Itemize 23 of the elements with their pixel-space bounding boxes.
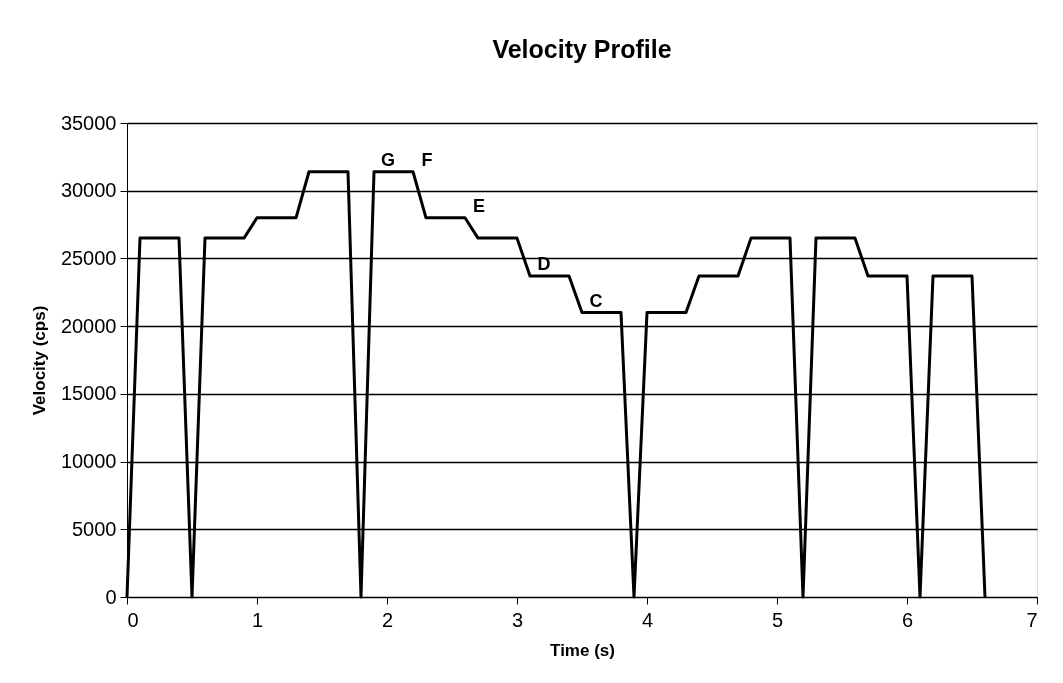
x-tick-label: 6 [901,608,914,631]
y-tick-label: 0 [105,585,117,608]
y-tick-label: 5000 [72,517,117,540]
y-tick-label: 30000 [60,179,117,202]
y-tick-label: 25000 [60,246,117,269]
x-tick-label: 7 [1026,608,1038,631]
chart-title: Velocity Profile [492,35,672,63]
annotation: F [421,149,433,170]
annotation: E [472,195,486,216]
y-tick-label: 10000 [60,450,117,473]
x-tick-label: 1 [251,608,264,631]
annotation: C [589,290,603,311]
x-tick-label: 2 [381,608,394,631]
y-axis-title: Velocity (cps) [29,305,49,416]
annotation: G [380,149,396,170]
x-tick-label: 4 [641,608,654,631]
y-tick-label: 15000 [60,382,117,405]
x-axis-title: Time (s) [550,640,615,660]
x-tick-label: 5 [771,608,784,631]
x-tick-label: 0 [127,608,139,631]
x-tick-label: 3 [511,608,524,631]
y-tick-label: 20000 [60,314,117,337]
y-tick-label: 35000 [60,111,117,134]
